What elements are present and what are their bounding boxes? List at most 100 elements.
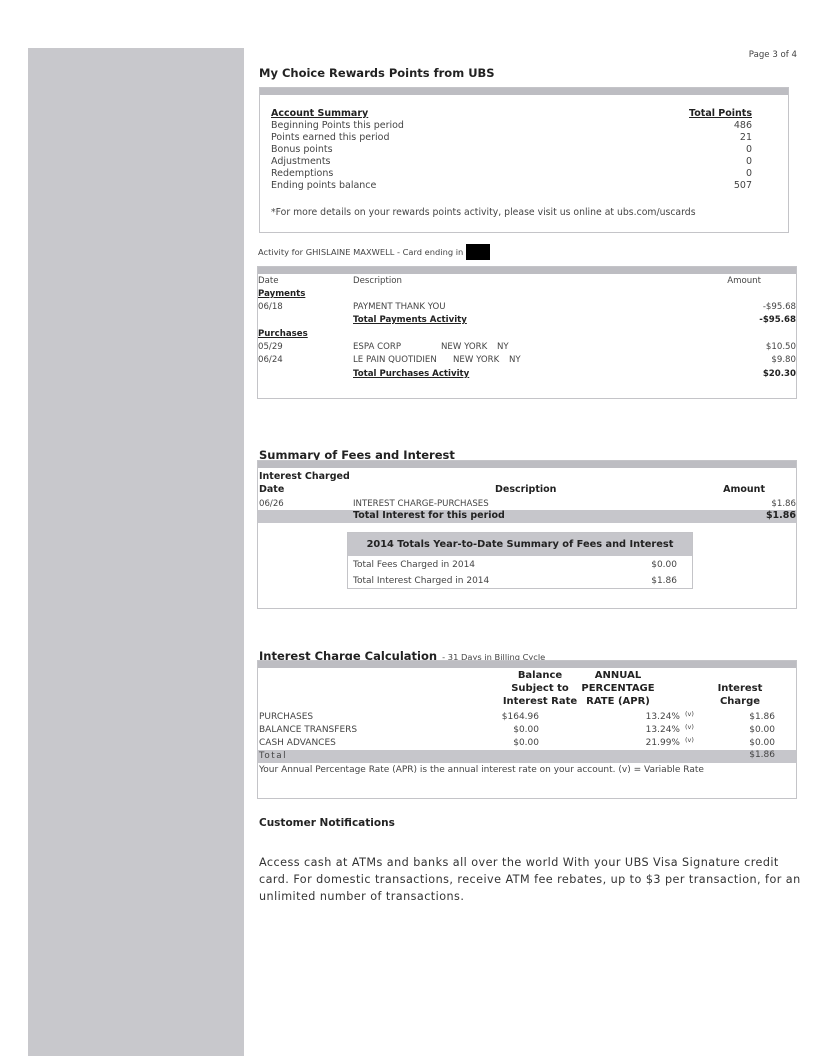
payments-total-label: Total Payments Activity [353, 315, 467, 325]
category: BALANCE TRANSFERS [259, 725, 358, 735]
date: 05/29 [258, 342, 283, 352]
purchases-total: $20.30 [762, 369, 796, 379]
rewards-value: 0 [745, 144, 752, 155]
ytd-fees-value: $0.00 [651, 560, 677, 570]
activity-box [257, 266, 797, 399]
balance: $164.96 [501, 712, 539, 722]
col-balance-line: Balance [517, 670, 563, 681]
col-apr: ANNUAL PERCENTAGE RATE (APR) [558, 669, 678, 708]
notification-line: Access cash at ATMs and banks all over t… [259, 856, 779, 869]
col-date: Date [258, 276, 279, 286]
col-apr-line: RATE (APR) [586, 696, 650, 707]
variable-flag: (v) [685, 736, 694, 744]
total-row-bg [258, 750, 796, 763]
purchases-label: Purchases [258, 329, 308, 339]
calc-title: Interest Charge Calculation [259, 649, 438, 663]
col-charge-line: Interest [717, 683, 763, 694]
notification-line: unlimited number of transactions. [259, 890, 465, 903]
ytd-title: 2014 Totals Year-to-Date Summary of Fees… [348, 533, 692, 556]
calc-subtitle: - 31 Days in Billing Cycle [442, 652, 546, 662]
city: NEW YORK [453, 355, 500, 365]
apr: 21.99% [645, 738, 680, 748]
notification-text: Access cash at ATMs and banks all over t… [259, 854, 801, 905]
calc-total: $1.86 [749, 750, 775, 760]
col-charge: Interest Charge [700, 682, 780, 708]
rewards-label: Ending points balance [271, 180, 377, 191]
date: 06/24 [258, 355, 283, 365]
description: ESPA CORP [353, 342, 402, 352]
date: 06/18 [258, 302, 283, 312]
col-description: Description [495, 484, 557, 495]
fees-title: Summary of Fees and Interest [259, 448, 455, 462]
variable-flag: (v) [685, 710, 694, 718]
account-summary-header: Account Summary [271, 108, 369, 119]
amount: $9.80 [771, 355, 796, 365]
description: PAYMENT THANK YOU [353, 302, 446, 312]
col-amount: Amount [727, 276, 761, 286]
rewards-label: Adjustments [271, 156, 331, 167]
col-description: Description [353, 276, 402, 286]
notifications-title: Customer Notifications [259, 817, 395, 829]
calc-footnote: Your Annual Percentage Rate (APR) is the… [259, 765, 704, 775]
category: CASH ADVANCES [259, 738, 336, 748]
rewards-footnote: *For more details on your rewards points… [271, 207, 696, 218]
rewards-label: Bonus points [271, 144, 333, 155]
purchases-total-label: Total Purchases Activity [353, 369, 470, 379]
col-balance-line: Subject to [511, 683, 569, 694]
col-balance-line: Interest Rate [502, 696, 578, 707]
header-band [258, 661, 796, 668]
rewards-value: 0 [745, 156, 752, 167]
rewards-label: Points earned this period [271, 132, 390, 143]
interest-charge: $0.00 [749, 738, 775, 748]
activity-label: Activity for GHISLAINE MAXWELL - Card en… [258, 247, 464, 257]
amount: -$95.68 [762, 302, 796, 312]
col-amount: Amount [723, 484, 765, 495]
col-date: Date [259, 484, 285, 495]
col-charge-line: Charge [719, 696, 761, 707]
total-interest: $1.86 [765, 510, 796, 521]
apr: 13.24% [645, 712, 680, 722]
col-apr-line: PERCENTAGE [581, 683, 655, 694]
total-row-bg [258, 510, 796, 523]
amount: $10.50 [765, 342, 796, 352]
description: LE PAIN QUOTIDIEN [353, 355, 437, 365]
balance: $0.00 [513, 738, 539, 748]
rewards-value: 486 [733, 120, 752, 131]
rewards-value: 507 [733, 180, 752, 191]
page-number: Page 3 of 4 [748, 50, 797, 60]
ytd-interest-value: $1.86 [651, 576, 677, 586]
ytd-fees-label: Total Fees Charged in 2014 [353, 560, 476, 570]
interest-charge: $1.86 [749, 712, 775, 722]
header-band [260, 88, 788, 95]
ytd-interest-label: Total Interest Charged in 2014 [353, 576, 490, 586]
total-points-header: Total Points [689, 108, 752, 119]
payments-total: -$95.68 [759, 315, 796, 325]
header-band [258, 267, 796, 274]
calc-heading: Interest Charge Calculation - 31 Days in… [259, 645, 545, 664]
redacted-card-number [466, 244, 490, 260]
category: PURCHASES [259, 712, 314, 722]
rewards-title: My Choice Rewards Points from UBS [259, 66, 495, 80]
notification-line: card. For domestic transactions, receive… [259, 873, 801, 886]
rewards-box [259, 87, 789, 233]
fees-box [257, 460, 797, 609]
rewards-value: 0 [745, 168, 752, 179]
interest-charge: $0.00 [749, 725, 775, 735]
ytd-box [347, 532, 693, 589]
city: NEW YORK [441, 342, 488, 352]
calc-total-label: Total [259, 751, 288, 761]
payments-label: Payments [258, 289, 306, 299]
interest-charged-label: Interest Charged [259, 471, 350, 482]
variable-flag: (v) [685, 723, 694, 731]
rewards-label: Beginning Points this period [271, 120, 404, 131]
rewards-value: 21 [739, 132, 752, 143]
rewards-label: Redemptions [271, 168, 334, 179]
description: INTEREST CHARGE-PURCHASES [353, 499, 489, 509]
sidebar [28, 48, 244, 1056]
state: NY [497, 342, 509, 352]
apr: 13.24% [645, 725, 680, 735]
amount: $1.86 [771, 499, 796, 509]
balance: $0.00 [513, 725, 539, 735]
col-apr-line: ANNUAL [594, 670, 642, 681]
date: 06/26 [259, 499, 284, 509]
